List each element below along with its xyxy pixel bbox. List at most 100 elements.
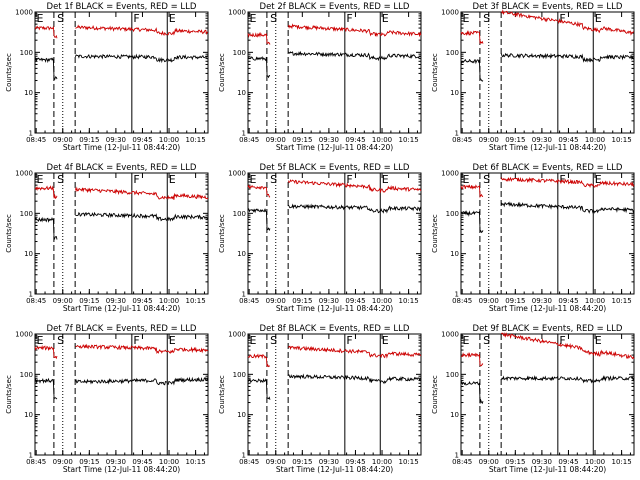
x-tick-label: 08:45 [239, 297, 259, 305]
y-tick-label: 100 [233, 49, 246, 57]
x-axis-label: Start Time (12-Jul-11 08:44:20) [63, 465, 180, 474]
event-marker: S [57, 334, 64, 347]
x-tick-label: 09:30 [532, 297, 552, 305]
series-black-events [247, 373, 422, 400]
y-tick-label: 1000 [228, 170, 246, 178]
x-tick-label: 10:00 [585, 297, 605, 305]
y-tick-label: 1000 [15, 170, 33, 178]
x-tick-label: 09:30 [319, 458, 339, 466]
x-tick-label: 08:45 [26, 297, 46, 305]
y-axis-label: Counts/sec [218, 214, 226, 253]
x-tick-label: 10:00 [159, 136, 179, 144]
x-tick-label: 09:45 [558, 458, 578, 466]
y-tick-label: 10 [450, 250, 459, 258]
y-tick-label: 1 [29, 130, 33, 138]
series-red-lld [247, 179, 422, 198]
y-axis-label: Counts/sec [5, 53, 13, 92]
event-marker: E [250, 12, 257, 25]
event-marker: E [463, 173, 470, 186]
y-tick-label: 1 [455, 452, 459, 460]
event-marker: E [37, 12, 44, 25]
x-tick-label: 10:00 [372, 458, 392, 466]
y-tick-label: 1000 [441, 331, 459, 339]
panel-det-9: Det 9f BLACK = Events, RED = LLD 1 10 100 10… [431, 324, 635, 474]
plot-frame [34, 333, 209, 456]
x-tick-label: 10:15 [399, 136, 419, 144]
x-tick-label: 08:45 [239, 458, 259, 466]
series-black-events [247, 203, 422, 232]
series-black-events [460, 52, 635, 82]
event-marker: F [559, 173, 565, 186]
x-tick-label: 09:45 [345, 458, 365, 466]
x-tick-label: 09:00 [479, 458, 499, 466]
panel-title: Det 3f BLACK = Events, RED = LLD [473, 2, 623, 12]
y-tick-label: 1000 [15, 9, 33, 17]
y-tick-label: 1000 [441, 9, 459, 17]
event-marker: S [270, 173, 277, 186]
x-tick-label: 09:00 [266, 136, 286, 144]
event-marker: S [270, 12, 277, 25]
series-red-lld [460, 331, 635, 367]
panel-title: Det 8f BLACK = Events, RED = LLD [260, 324, 410, 334]
y-axis-label: Counts/sec [5, 214, 13, 253]
x-tick-label: 09:15 [292, 458, 312, 466]
x-axis-label: Start Time (12-Jul-11 08:44:20) [63, 304, 180, 313]
event-marker: E [250, 334, 257, 347]
event-marker: S [483, 12, 490, 25]
event-marker: F [133, 334, 139, 347]
event-marker: E [595, 173, 602, 186]
x-tick-label: 10:15 [186, 136, 206, 144]
event-marker: F [133, 12, 139, 25]
x-tick-label: 10:15 [399, 458, 419, 466]
y-tick-label: 100 [20, 371, 33, 379]
series-red-lld [247, 345, 422, 368]
panel-title: Det 5f BLACK = Events, RED = LLD [260, 163, 410, 173]
plot-frame [460, 333, 635, 456]
panel-det-6: Det 6f BLACK = Events, RED = LLD 1 10 100 10… [431, 163, 635, 313]
x-tick-label: 08:45 [239, 136, 259, 144]
y-tick-label: 10 [237, 250, 246, 258]
y-tick-label: 100 [233, 371, 246, 379]
x-tick-label: 09:15 [79, 458, 99, 466]
x-tick-label: 09:45 [132, 136, 152, 144]
event-marker: S [483, 334, 490, 347]
x-tick-label: 09:45 [558, 297, 578, 305]
plot-frame [247, 333, 422, 456]
series-black-events [34, 376, 209, 400]
x-axis-label: Start Time (12-Jul-11 08:44:20) [276, 143, 393, 152]
y-tick-label: 100 [20, 49, 33, 57]
y-tick-label: 1000 [228, 9, 246, 17]
series-red-lld [460, 176, 635, 199]
x-tick-label: 09:30 [106, 458, 126, 466]
panel-det-8: Det 8f BLACK = Events, RED = LLD 1 10 100 10… [218, 324, 422, 474]
y-axis-label: Counts/sec [431, 375, 439, 414]
event-marker: E [169, 12, 176, 25]
x-tick-label: 09:00 [479, 297, 499, 305]
x-tick-label: 09:00 [479, 136, 499, 144]
x-tick-label: 09:00 [53, 297, 73, 305]
y-tick-label: 100 [233, 210, 246, 218]
x-tick-label: 09:00 [53, 458, 73, 466]
y-axis-label: Counts/sec [218, 375, 226, 414]
event-marker: F [346, 334, 352, 347]
event-marker: E [169, 173, 176, 186]
y-tick-label: 10 [24, 411, 33, 419]
event-marker: F [559, 334, 565, 347]
plot-frame [460, 11, 635, 134]
x-axis-label: Start Time (12-Jul-11 08:44:20) [276, 304, 393, 313]
x-tick-label: 09:15 [292, 136, 312, 144]
panel-title: Det 2f BLACK = Events, RED = LLD [260, 2, 410, 12]
plot-frame [34, 172, 209, 295]
series-red-lld [34, 185, 209, 200]
event-marker: E [37, 334, 44, 347]
x-tick-label: 08:45 [452, 136, 472, 144]
y-tick-label: 1000 [15, 331, 33, 339]
event-marker: F [133, 173, 139, 186]
plot-frame [460, 172, 635, 295]
y-tick-label: 10 [237, 411, 246, 419]
x-tick-label: 10:00 [159, 297, 179, 305]
x-axis-label: Start Time (12-Jul-11 08:44:20) [489, 304, 606, 313]
y-axis-label: Counts/sec [431, 214, 439, 253]
event-marker: F [346, 173, 352, 186]
